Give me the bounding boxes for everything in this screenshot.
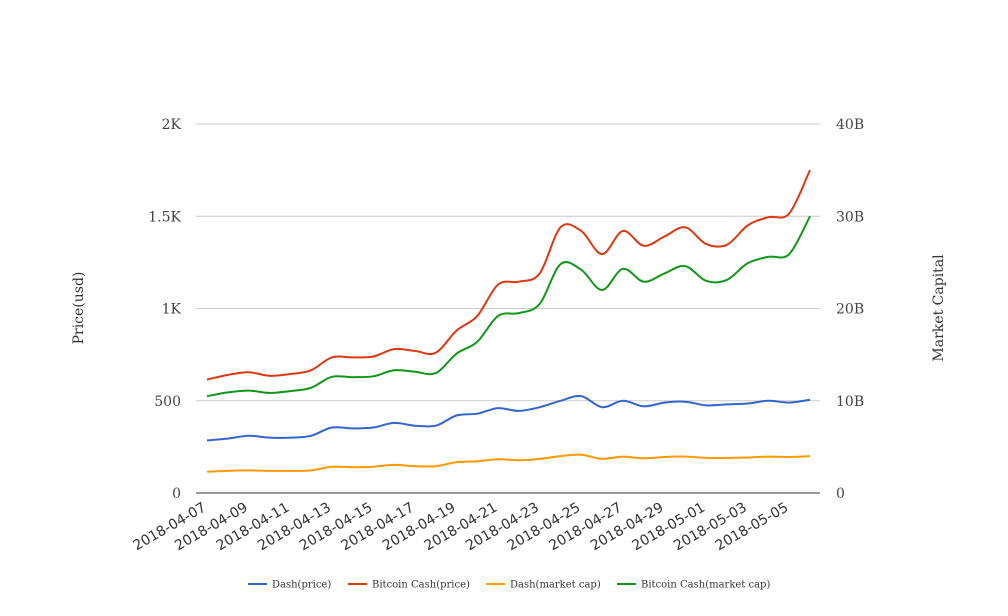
legend-label: Dash(price) xyxy=(272,580,331,591)
y-axis-right-ticks: 0 10B 20B 30B 40B xyxy=(836,117,864,502)
x-axis-ticks: 2018-04-072018-04-092018-04-112018-04-13… xyxy=(131,500,792,555)
y-left-tick-label: 1.5K xyxy=(148,209,181,225)
legend-label: Bitcoin Cash(price) xyxy=(372,580,470,591)
y-right-tick-label: 30B xyxy=(836,209,864,225)
y-left-tick-label: 0 xyxy=(172,486,181,502)
y-axis-left-title: Price(usd) xyxy=(71,272,87,345)
y-left-tick-label: 500 xyxy=(154,394,181,410)
y-axis-right-title: Market Capital xyxy=(931,254,947,362)
y-axis-left-ticks: 0 500 1K 1.5K 2K xyxy=(148,117,181,502)
y-right-tick-label: 20B xyxy=(836,302,864,318)
gridlines xyxy=(196,123,820,402)
series-line-dash-price xyxy=(206,394,811,442)
y-right-tick-label: 10B xyxy=(836,394,864,410)
series-line-bitcoin-cash-market-cap xyxy=(206,215,811,398)
y-left-tick-label: 1K xyxy=(162,302,182,318)
series-lines xyxy=(206,169,811,473)
legend: Dash(price) Bitcoin Cash(price) Dash(marke… xyxy=(248,580,770,591)
y-right-tick-label: 0 xyxy=(836,486,845,502)
legend-label: Bitcoin Cash(market cap) xyxy=(641,580,770,591)
series-line-bitcoin-cash-price xyxy=(206,169,811,381)
y-right-tick-label: 40B xyxy=(836,117,864,133)
y-left-tick-label: 2K xyxy=(162,117,182,133)
legend-label: Dash(market cap) xyxy=(510,580,601,591)
series-line-dash-market-cap xyxy=(206,453,811,473)
